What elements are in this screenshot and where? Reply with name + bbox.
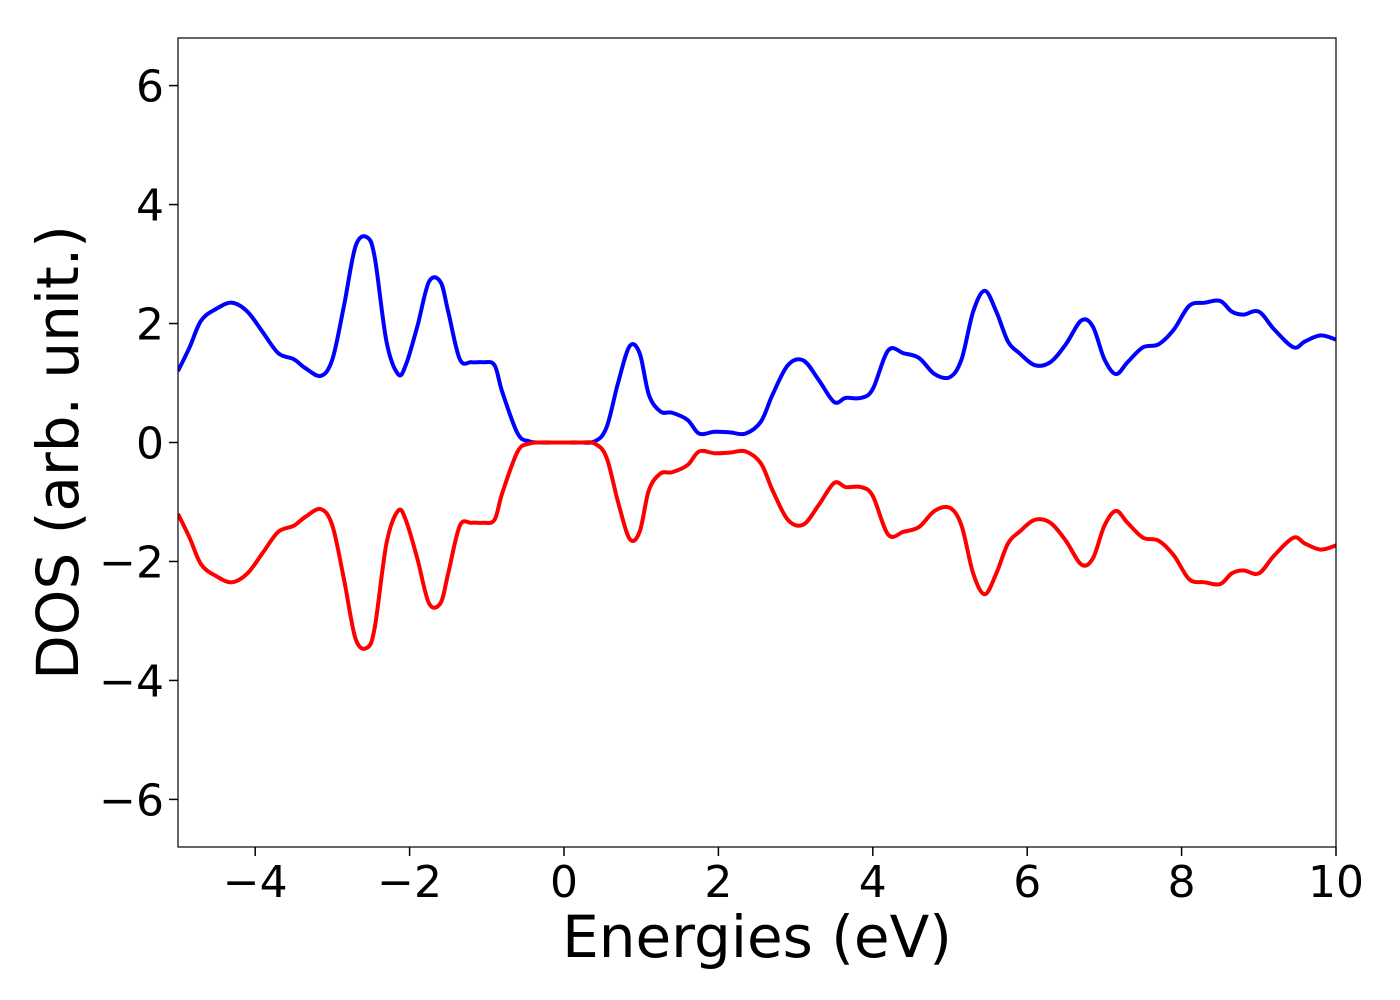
x-tick-label: 0 [550, 857, 578, 908]
x-tick-label: 6 [1013, 857, 1041, 908]
dos-series-up [178, 234, 1336, 445]
x-tick-label: 10 [1308, 857, 1364, 908]
y-tick-label: −6 [99, 775, 164, 826]
y-tick-label: 6 [136, 62, 164, 113]
y-tick-label: 2 [136, 300, 164, 351]
series-layer [178, 234, 1336, 651]
x-tick-label: −4 [223, 857, 288, 908]
ticks-layer: −4 −2 0 2 4 6 8 10 −6 −4 −2 0 2 4 6 [99, 62, 1364, 908]
x-tick-label: 4 [859, 857, 887, 908]
x-tick-label: −2 [377, 857, 442, 908]
y-tick-label: 0 [136, 419, 164, 470]
x-tick-label: 8 [1168, 857, 1196, 908]
y-axis-label: DOS (arb. unit.) [24, 225, 92, 680]
plot-frame [177, 37, 1337, 848]
y-tick-label: 4 [136, 181, 164, 232]
x-axis-label: Energies (eV) [562, 903, 952, 971]
x-tick-label: 2 [704, 857, 732, 908]
y-tick-label: −4 [99, 656, 164, 707]
dos-series-down [178, 440, 1336, 651]
y-tick-label: −2 [99, 537, 164, 588]
